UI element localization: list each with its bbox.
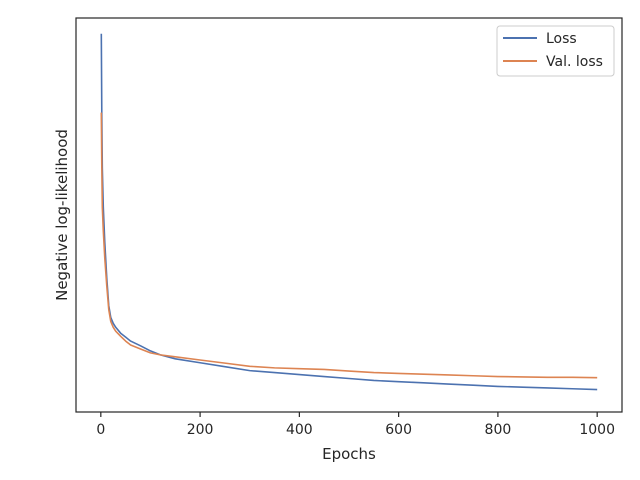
x-tick-label: 200: [187, 422, 214, 438]
legend: Loss Val. loss: [496, 25, 615, 77]
x-tick-label: 600: [385, 422, 412, 438]
x-axis-label: Epochs: [322, 445, 376, 463]
x-tick-label: 400: [286, 422, 313, 438]
legend-label-loss: Loss: [546, 31, 577, 47]
x-axis-ticks: 0 200 400 600 800 1000: [96, 412, 615, 438]
x-tick-label: 800: [485, 422, 512, 438]
series-lines: [100, 33, 598, 391]
x-tick-label: 0: [96, 422, 105, 438]
plot-background: [76, 18, 622, 412]
plot-frame: [75, 17, 623, 413]
series-line-val-loss: [100, 112, 598, 379]
x-tick-label: 1000: [579, 422, 615, 438]
y-axis-label: Negative log-likelihood: [53, 129, 71, 301]
legend-label-val-loss: Val. loss: [546, 54, 603, 70]
